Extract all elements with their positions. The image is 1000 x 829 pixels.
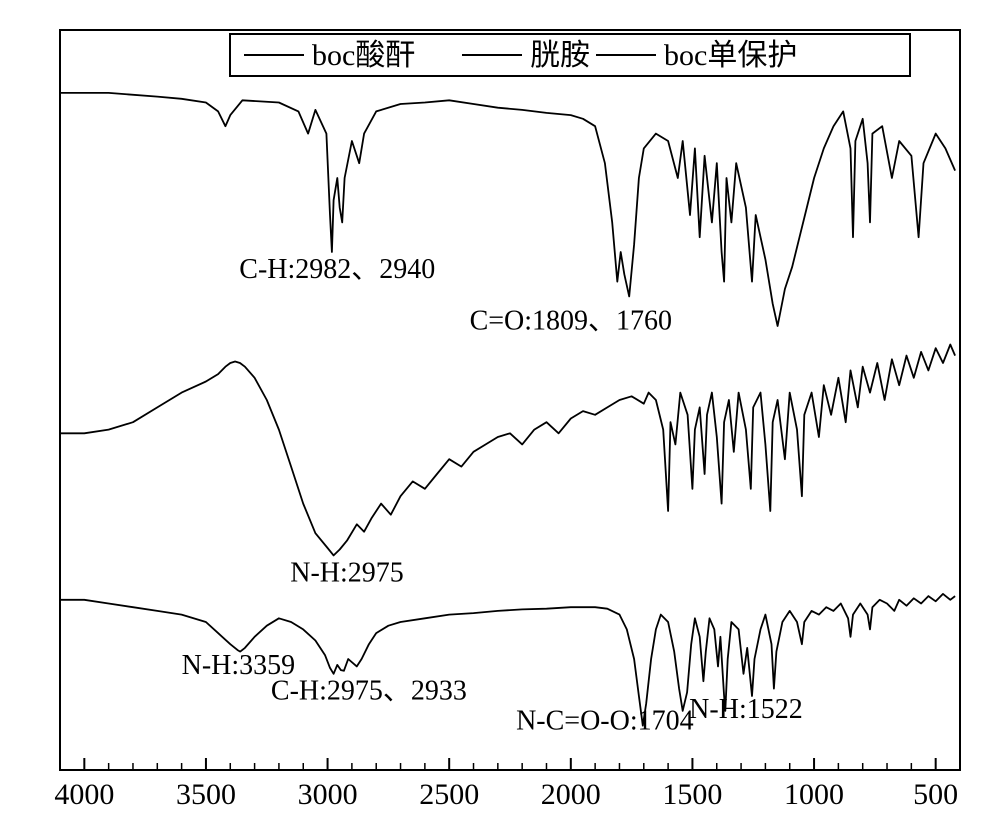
legend-label: 胱胺 [530,39,590,72]
x-tick-label: 2500 [419,778,479,809]
x-tick-label: 3000 [298,778,358,809]
x-tick-label: 1500 [662,778,722,809]
chart-svg: 4000 3500 3000 2500 2000 1500 1000 500 C-H:2982、… [20,20,980,809]
peak-label: N-C=O-O:1704 [516,705,694,736]
x-tick-label: 3500 [176,778,236,809]
peak-label: N-H:2975 [290,557,404,588]
peak-label: C-H:2975、2933 [271,676,467,707]
legend-label: boc酸酐 [312,39,415,72]
x-tick-label: 500 [913,778,958,809]
legend-label: boc单保护 [664,39,797,72]
x-tick-label: 1000 [784,778,844,809]
ftir-chart: 4000 3500 3000 2500 2000 1500 1000 500 C-H:2982、… [20,20,980,809]
spectrum-胱胺 [60,345,955,556]
peak-label: N-H:1522 [689,694,803,725]
peak-label: C-H:2982、2940 [239,254,435,285]
peak-label: C=O:1809、1760 [470,306,672,337]
x-tick-label: 4000 [54,778,114,809]
spectrum-boc酸酐 [60,93,955,326]
x-tick-label: 2000 [541,778,601,809]
